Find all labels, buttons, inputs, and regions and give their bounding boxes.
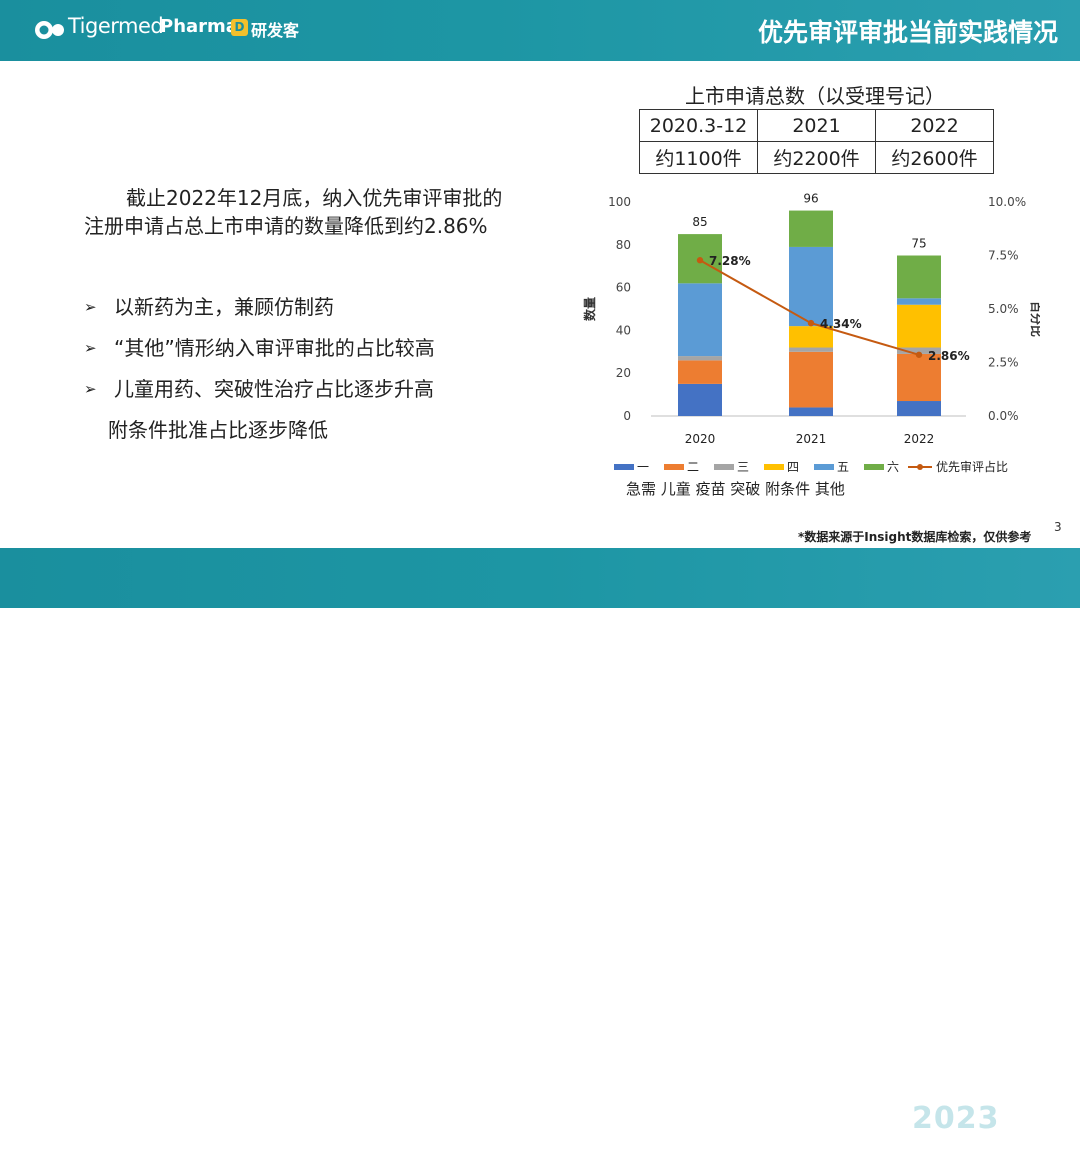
bar-total-label: 75 [911, 237, 926, 251]
bullet-list: ➢ 以新药为主，兼顾仿制药 ➢ “其他”情形纳入审评审批的占比较高 ➢ 儿童用药… [84, 292, 435, 445]
line-point [696, 257, 704, 264]
legend-swatch [614, 464, 634, 470]
bullet-text: 儿童用药、突破性治疗占比逐步升高 [114, 377, 434, 401]
footer-bar: 2023 药政法规科学年会 [0, 548, 1080, 1151]
bar-segment-二 [789, 351, 833, 408]
arrow-bullet-icon: ➢ [84, 339, 97, 357]
bar-segment-一 [789, 407, 833, 416]
bullet-text: 以新药为主，兼顾仿制药 [114, 295, 334, 319]
legend-label: 二 [687, 460, 699, 474]
bullet-item: ➢ 以新药为主，兼顾仿制药 [84, 292, 435, 333]
arrow-bullet-icon: ➢ [84, 380, 97, 398]
bar-segment-二 [678, 360, 722, 384]
data-source-footnote: *数据来源于Insight数据库检索，仅供参考 [798, 530, 1032, 544]
bullet-item: ➢ “其他”情形纳入审评审批的占比较高 [84, 333, 435, 374]
legend-label: 优先审评占比 [936, 459, 1008, 474]
y2-tick-label: 2.5% [988, 356, 1019, 370]
line-point [915, 351, 923, 358]
slide-title: 优先审评审批当前实践情况 [757, 18, 1058, 47]
category-legend: 急需 儿童 疫苗 突破 附条件 其他 [626, 480, 845, 498]
legend-swatch [764, 464, 784, 470]
y-tick-label: 100 [608, 195, 631, 209]
table-header-cell: 2020.3-12 [639, 109, 758, 142]
bullet-item: ➢ 儿童用药、突破性治疗占比逐步升高 [84, 374, 435, 415]
bar-segment-四 [897, 304, 941, 348]
table-cell: 约1100件 [639, 141, 758, 174]
bar-segment-一 [678, 383, 722, 416]
legend-swatch [814, 464, 834, 470]
y-tick-label: 80 [616, 238, 631, 252]
y2-tick-label: 5.0% [988, 302, 1019, 316]
table-cell: 约2600件 [875, 141, 994, 174]
bar-segment-二 [897, 353, 941, 402]
y-tick-label: 20 [616, 366, 631, 380]
bar-segment-三 [789, 347, 833, 352]
partner-logo-cn: 研发客 [251, 21, 300, 40]
applications-table: 2020.3-12 2021 2022 约1100件 约2200件 约2600件 [639, 109, 994, 174]
bullet-sub-text: 附条件批准占比逐步降低 [108, 418, 328, 442]
legend-label: 六 [887, 460, 899, 474]
stacked-bar-chart: 0 20 40 60 80 100 0.0% 2.5% 5.0% 7.5% 10.0% 数量 百分比 85… [582, 192, 1040, 474]
x-tick-label: 2020 [685, 432, 716, 446]
partner-logo-text: Pharma [160, 16, 238, 37]
bar-segment-四 [789, 326, 833, 348]
table-header-cell: 2021 [757, 109, 876, 142]
x-tick-label: 2022 [904, 432, 935, 446]
table-header-cell: 2022 [875, 109, 994, 142]
line-data-label: 4.34% [820, 317, 862, 331]
bar-segment-三 [678, 356, 722, 361]
legend-swatch [864, 464, 884, 470]
legend-line-marker [917, 464, 923, 470]
table-row: 约1100件 约2200件 约2600件 [639, 141, 994, 174]
legend-label: 五 [837, 460, 849, 474]
conference-name: 药政法规科学年会 [916, 1132, 1045, 1151]
bullet-text: “其他”情形纳入审评审批的占比较高 [114, 336, 435, 360]
table-title: 上市申请总数（以受理号记） [685, 84, 945, 108]
legend-swatch [664, 464, 684, 470]
line-data-label: 7.28% [709, 254, 751, 268]
tigermed-logo-icon [35, 21, 64, 39]
tigermed-logo-text: Tigermed [68, 14, 164, 38]
legend-label: 一 [637, 460, 649, 474]
page-number: 3 [1054, 520, 1062, 534]
y2-tick-label: 10.0% [988, 195, 1026, 209]
bar-segment-六 [789, 210, 833, 247]
bar-segment-一 [897, 401, 941, 416]
y2-axis-title: 百分比 [1029, 301, 1040, 337]
y-tick-label: 0 [623, 409, 631, 423]
summary-line-1: 截止2022年12月底，纳入优先审评审批的 [126, 186, 503, 210]
bar-total-label: 85 [692, 215, 707, 229]
legend-swatch [714, 464, 734, 470]
partner-badge-icon: D [231, 19, 248, 36]
line-data-label: 2.86% [928, 349, 970, 363]
y-tick-label: 60 [616, 281, 631, 295]
legend-label: 三 [737, 460, 749, 474]
y2-tick-label: 7.5% [988, 249, 1019, 263]
table-cell: 约2200件 [757, 141, 876, 174]
y2-tick-label: 0.0% [988, 409, 1019, 423]
bar-segment-五 [897, 298, 941, 305]
table-header-row: 2020.3-12 2021 2022 [639, 109, 994, 142]
x-tick-label: 2021 [796, 432, 827, 446]
bar-segment-五 [678, 283, 722, 357]
summary-paragraph: 截止2022年12月底，纳入优先审评审批的 注册申请占总上市申请的数量降低到约2… [84, 184, 584, 240]
bar-segment-六 [897, 255, 941, 299]
y-tick-label: 40 [616, 323, 631, 337]
bar-segment-三 [897, 347, 941, 354]
summary-line-2: 注册申请占总上市申请的数量降低到约2.86% [84, 214, 488, 238]
header-bar: Tigermed Pharma D 研发客 优先审评审批当前实践情况 [0, 0, 1080, 61]
line-point [807, 319, 815, 327]
y-axis-title: 数量 [582, 297, 597, 321]
legend-label: 四 [787, 460, 799, 474]
bar-segment-五 [789, 246, 833, 327]
arrow-bullet-icon: ➢ [84, 298, 97, 316]
bar-total-label: 96 [803, 192, 818, 206]
